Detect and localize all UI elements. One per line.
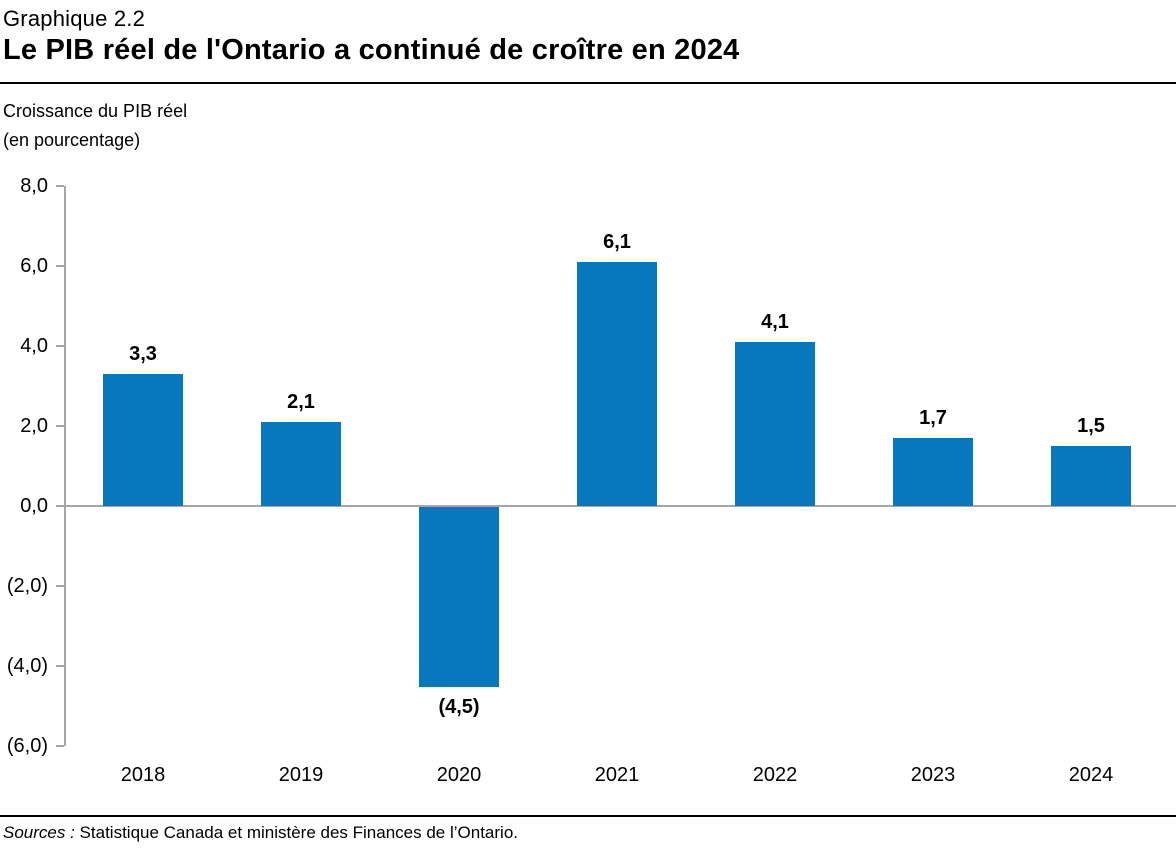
y-axis-tick <box>56 265 64 267</box>
y-tick-label: (6,0) <box>6 735 48 757</box>
bar-value-label: (4,5) <box>438 696 480 718</box>
y-tick-label: 8,0 <box>20 175 48 197</box>
x-tick-label: 2021 <box>594 764 640 786</box>
y-axis-title-line2: (en pourcentage) <box>3 130 141 150</box>
footer-divider <box>0 815 1176 817</box>
x-tick-label: 2023 <box>910 764 956 786</box>
title-divider <box>0 82 1176 84</box>
bar-value-label: 1,5 <box>1077 415 1105 437</box>
y-axis-tick <box>56 585 64 587</box>
x-tick-label: 2019 <box>278 764 324 786</box>
chart-title: Le PIB réel de l'Ontario a continué de c… <box>3 34 740 66</box>
y-tick-label: 6,0 <box>20 255 48 277</box>
bar-value-label: 2,1 <box>287 391 315 413</box>
y-axis-title-line1: Croissance du PIB réel <box>3 101 188 121</box>
x-tick-label: 2018 <box>120 764 166 786</box>
source-label: Sources : <box>3 823 75 842</box>
bar-2023 <box>893 438 973 506</box>
y-axis-tick <box>56 185 64 187</box>
bar-2018 <box>103 374 183 506</box>
bar-2020 <box>419 507 499 687</box>
source-text: Statistique Canada et ministère des Fina… <box>79 823 519 842</box>
bar-value-label: 4,1 <box>761 311 789 333</box>
bar-value-label: 3,3 <box>129 343 157 365</box>
x-tick-label: 2024 <box>1068 764 1114 786</box>
y-axis-tick <box>56 425 64 427</box>
y-tick-label: 0,0 <box>20 495 48 517</box>
y-tick-label: (4,0) <box>6 655 48 677</box>
y-axis-tick <box>56 345 64 347</box>
bar-2024 <box>1051 446 1131 506</box>
y-tick-label: (2,0) <box>6 575 48 597</box>
y-tick-label: 4,0 <box>20 335 48 357</box>
zero-baseline <box>64 505 1176 507</box>
y-axis-tick <box>56 745 64 747</box>
chart-number: Graphique 2.2 <box>3 6 146 31</box>
y-axis-line <box>64 186 66 746</box>
bar-2021 <box>577 262 657 506</box>
x-tick-label: 2020 <box>436 764 482 786</box>
y-axis-tick <box>56 665 64 667</box>
y-tick-label: 2,0 <box>20 415 48 437</box>
bar-2022 <box>735 342 815 506</box>
x-tick-label: 2022 <box>752 764 798 786</box>
bar-value-label: 1,7 <box>919 407 947 429</box>
y-axis-tick <box>56 505 64 507</box>
bar-value-label: 6,1 <box>603 231 631 253</box>
bar-2019 <box>261 422 341 506</box>
source-note: Sources : Statistique Canada et ministèr… <box>3 823 518 843</box>
